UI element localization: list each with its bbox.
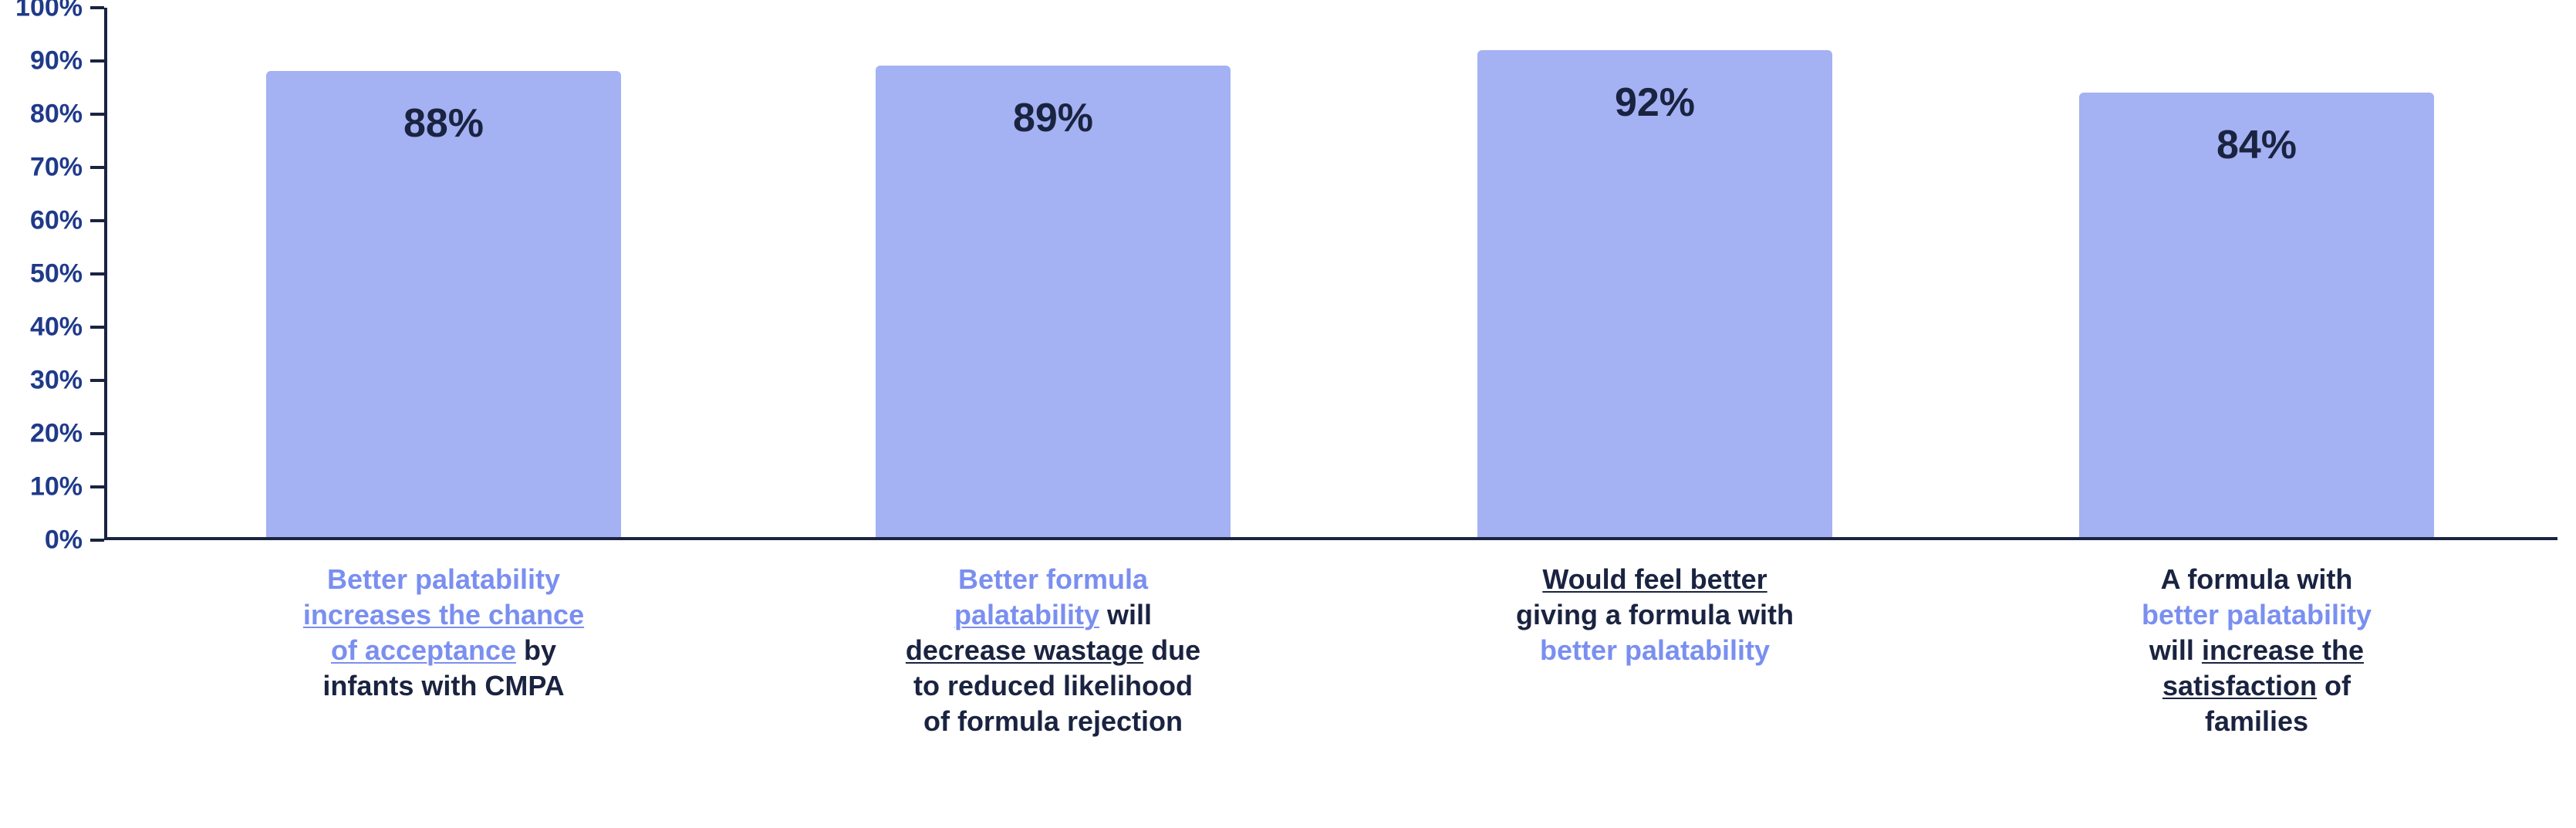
y-tick-label: 50% [30,259,83,289]
category-label-segment: A formula with [2161,563,2353,595]
bar-value-label: 84% [2079,122,2434,168]
category-label-segment: by [516,634,556,666]
y-tick [90,113,104,116]
y-tick [90,6,104,9]
bar: 88% [266,71,621,537]
bar: 92% [1477,50,1832,537]
category-label-segment: of formula rejection [923,705,1183,737]
y-tick-label: 60% [30,206,83,236]
y-tick-label: 100% [15,0,83,23]
category-label-segment: giving a formula with [1516,599,1794,630]
category-label-segment: better palatability [1540,634,1770,666]
category-label: Better palatability increases the chance o… [174,562,714,704]
category-label-segment: Would feel better [1542,563,1767,595]
category-label-segment: Better palatability [327,563,560,595]
y-tick-label: 20% [30,419,83,449]
y-tick-label: 0% [45,526,83,556]
category-label: Better formula palatability will decrease … [783,562,1323,739]
x-axis [104,537,2557,540]
y-tick [90,219,104,222]
y-tick [90,326,104,329]
y-tick-label: 90% [30,46,83,76]
bar: 89% [876,66,1231,537]
category-label-segment: of acceptance [331,634,516,666]
bar-value-label: 88% [266,100,621,147]
y-tick-label: 40% [30,313,83,343]
category-label-segment: satisfaction [2162,670,2317,701]
y-tick-label: 80% [30,100,83,130]
category-label-segment: families [2205,705,2308,737]
y-tick [90,59,104,63]
category-label-segment: to reduced likelihood [913,670,1193,701]
bar: 84% [2079,93,2434,537]
category-label: Would feel better giving a formula with be… [1385,562,1925,668]
category-label: A formula with better palatability will in… [1987,562,2527,739]
y-axis [104,8,107,540]
y-tick [90,272,104,275]
category-label-segment: palatability [954,599,1099,630]
y-tick-label: 10% [30,472,83,502]
category-label-segment: due [1143,634,1200,666]
bar-value-label: 92% [1477,79,1832,126]
category-label-segment: Better formula [958,563,1148,595]
category-label-segment: will [2149,634,2202,666]
palatability-bar-chart: 0% 10% 20% 30% 40% 50% 60% 70% 80% 90% 100% 88% 89% 9… [0,0,2576,828]
y-tick [90,485,104,488]
category-label-segment: increase the [2202,634,2364,666]
plot-area: 0%10%20%30%40%50%60%70%80%90%100%88%89%9… [104,8,2557,540]
y-tick [90,539,104,542]
category-label-segment: will [1099,599,1152,630]
category-label-segment: of [2317,670,2351,701]
y-tick [90,379,104,382]
y-tick-label: 70% [30,153,83,183]
y-tick [90,166,104,169]
category-label-segment: increases the chance [303,599,584,630]
category-label-segment: better palatability [2142,599,2372,630]
bar-value-label: 89% [876,95,1231,141]
y-tick [90,432,104,435]
category-label-segment: infants with CMPA [322,670,564,701]
category-label-segment: decrease wastage [906,634,1143,666]
y-tick-label: 30% [30,366,83,396]
